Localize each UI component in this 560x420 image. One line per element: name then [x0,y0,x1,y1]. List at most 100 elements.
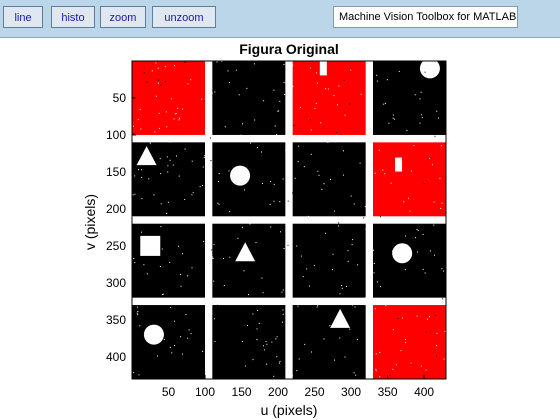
noise-pixel [253,63,255,65]
noise-pixel [379,376,381,378]
noise-pixel [417,231,419,233]
noise-pixel [340,220,342,221]
y-tick-label: 200 [106,202,126,216]
noise-pixel [384,173,386,175]
noise-pixel [280,231,281,233]
noise-pixel [141,231,143,233]
noise-pixel [178,119,180,121]
image-shapes [136,58,440,345]
noise-pixel [151,70,153,72]
noise-pixel [406,129,408,131]
noise-pixel [279,153,281,155]
zoom-button[interactable]: zoom [100,6,146,28]
noise-pixel [275,251,277,253]
noise-pixel [184,148,186,150]
noise-pixel [174,65,175,67]
cell-0-0 [132,61,206,135]
noise-pixel [204,155,206,157]
noise-pixel [315,102,317,104]
noise-pixel [344,356,346,358]
noise-pixel [187,83,189,85]
noise-pixel [159,127,160,129]
line-button[interactable]: line [3,6,43,28]
noise-pixel [370,246,372,248]
noise-pixel [213,243,215,245]
noise-pixel [297,305,299,307]
noise-pixel [169,261,171,263]
noise-pixel [409,210,411,212]
noise-pixel [373,301,375,302]
noise-pixel [324,232,326,234]
y-axis-ticks: 50 100 150 200 250 300 350 400 [106,91,136,364]
noise-pixel [256,328,258,330]
noise-pixel [133,258,135,259]
noise-pixel [314,108,316,110]
noise-pixel [297,161,299,163]
noise-pixel [302,276,304,278]
noise-pixel [266,363,268,365]
noise-pixel [371,189,373,191]
noise-pixel [323,338,325,340]
noise-pixel [160,203,162,205]
noise-pixel [417,229,419,231]
noise-pixel [137,143,139,145]
noise-pixel [442,263,444,264]
noise-pixel [420,365,422,367]
noise-pixel [134,193,136,195]
noise-pixel [207,290,209,292]
noise-pixel [379,287,381,289]
noise-pixel [367,326,369,328]
noise-pixel [349,103,351,105]
noise-pixel [402,317,403,319]
noise-pixel [357,264,359,266]
noise-pixel [400,350,402,352]
noise-pixel [266,343,268,345]
noise-pixel [373,249,374,251]
noise-pixel [279,100,281,102]
noise-pixel [442,298,444,300]
noise-pixel [393,118,395,120]
noise-pixel [205,139,207,141]
noise-pixel [185,314,187,316]
noise-pixel [178,117,180,119]
noise-pixel [350,69,352,71]
noise-pixel [377,125,379,127]
noise-pixel [375,353,377,355]
noise-pixel [223,285,225,286]
noise-pixel [426,139,428,141]
shape-circle-2-3 [392,243,413,264]
noise-pixel [202,350,204,352]
unzoom-button[interactable]: unzoom [152,6,216,28]
noise-pixel [371,154,373,156]
noise-pixel [227,70,229,72]
noise-pixel [303,166,305,168]
noise-pixel [296,370,298,372]
noise-pixel [306,268,308,270]
noise-pixel [137,314,139,316]
noise-pixel [271,341,273,343]
noise-pixel [293,125,295,126]
histo-button[interactable]: histo [51,6,95,28]
noise-pixel [426,318,428,320]
noise-pixel [244,85,246,87]
x-tick-label: 400 [414,385,434,399]
cell-2-0 [132,223,206,298]
y-tick-label: 300 [106,276,126,290]
noise-pixel [366,269,368,271]
noise-pixel [392,114,394,116]
noise-pixel [166,282,168,284]
noise-pixel [386,239,388,241]
noise-pixel [424,272,426,274]
plot-frame [131,60,447,380]
noise-pixel [368,68,370,70]
noise-pixel [172,292,173,294]
noise-pixel [347,260,349,262]
noise-pixel [216,120,218,122]
noise-pixel [318,174,320,176]
noise-pixel [389,374,391,376]
noise-pixel [349,328,351,330]
noise-pixel [371,172,373,174]
noise-pixel [184,199,186,200]
noise-pixel [159,158,161,160]
